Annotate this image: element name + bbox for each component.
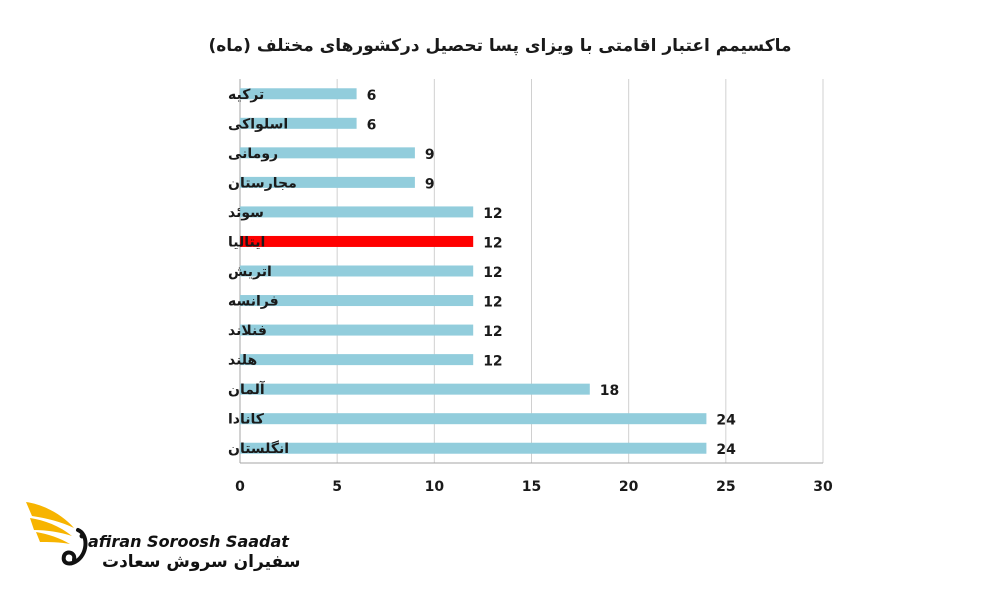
bar-7 <box>240 295 474 307</box>
value-label-8: 12 <box>483 324 502 340</box>
category-labels: ترکیه اسلواکی رومانی مجارستان سوئد ایتالیا اتر… <box>228 87 297 457</box>
value-label-12: 24 <box>716 442 736 458</box>
value-label-9: 12 <box>483 354 502 370</box>
category-label-2: رومانی <box>228 146 278 162</box>
category-label-4: سوئد <box>228 205 264 221</box>
x-tick-label-5: 5 <box>332 479 342 495</box>
category-label-12: انگلستان <box>228 440 289 457</box>
bar-5 <box>240 235 474 247</box>
category-label-9: هلند <box>228 353 257 369</box>
value-label-0: 6 <box>367 88 377 104</box>
x-tick-label-30: 30 <box>813 479 833 495</box>
value-label-6: 12 <box>483 265 502 281</box>
bar-11 <box>240 413 707 425</box>
bar-1 <box>240 117 357 129</box>
category-label-7: فرانسه <box>228 294 279 310</box>
category-label-1: اسلواکی <box>228 116 288 132</box>
category-label-8: فنلاند <box>228 323 267 339</box>
value-label-5: 12 <box>483 235 502 251</box>
category-label-0: ترکیه <box>228 87 264 103</box>
x-tick-label-15: 15 <box>522 479 541 495</box>
category-label-3: مجارستان <box>228 175 297 191</box>
category-label-5: ایتالیا <box>228 234 265 250</box>
x-tick-label-0: 0 <box>235 479 245 495</box>
bar-2 <box>240 147 415 159</box>
value-label-3: 9 <box>425 176 435 192</box>
bars <box>240 88 707 454</box>
value-label-2: 9 <box>425 147 435 163</box>
bar-0 <box>240 88 357 100</box>
x-tick-label-20: 20 <box>619 479 639 495</box>
bar-9 <box>240 354 474 366</box>
bar-12 <box>240 442 707 454</box>
chart-title: ماکسیمم اعتبار اقامتی با ویزای پسا تحصیل… <box>208 36 791 56</box>
category-label-11: کانادا <box>228 412 265 428</box>
bar-3 <box>240 176 415 188</box>
x-axis-ticks: 0 5 10 15 20 25 30 <box>235 479 833 495</box>
bar-10 <box>240 383 590 395</box>
bar-6 <box>240 265 474 277</box>
value-label-7: 12 <box>483 295 502 311</box>
eagle-wing-icon <box>26 502 88 566</box>
value-label-11: 24 <box>716 413 736 429</box>
x-tick-label-25: 25 <box>716 479 735 495</box>
category-label-10: آلمان <box>228 380 266 398</box>
logo-text-persian: سفیران سروش سعادت <box>102 552 301 572</box>
bar-8 <box>240 324 474 336</box>
value-label-10: 18 <box>600 383 619 399</box>
category-label-6: اتریش <box>228 264 272 280</box>
x-tick-label-10: 10 <box>425 479 445 495</box>
logo-text-english: afiran Soroosh Saadat <box>88 532 289 551</box>
value-labels: 6 6 9 9 12 12 12 12 12 12 18 24 24 <box>367 88 737 458</box>
value-label-1: 6 <box>367 117 377 133</box>
company-logo: afiran Soroosh Saadat سفیران سروش سعادت <box>22 494 302 584</box>
value-label-4: 12 <box>483 206 502 222</box>
bar-4 <box>240 206 474 218</box>
